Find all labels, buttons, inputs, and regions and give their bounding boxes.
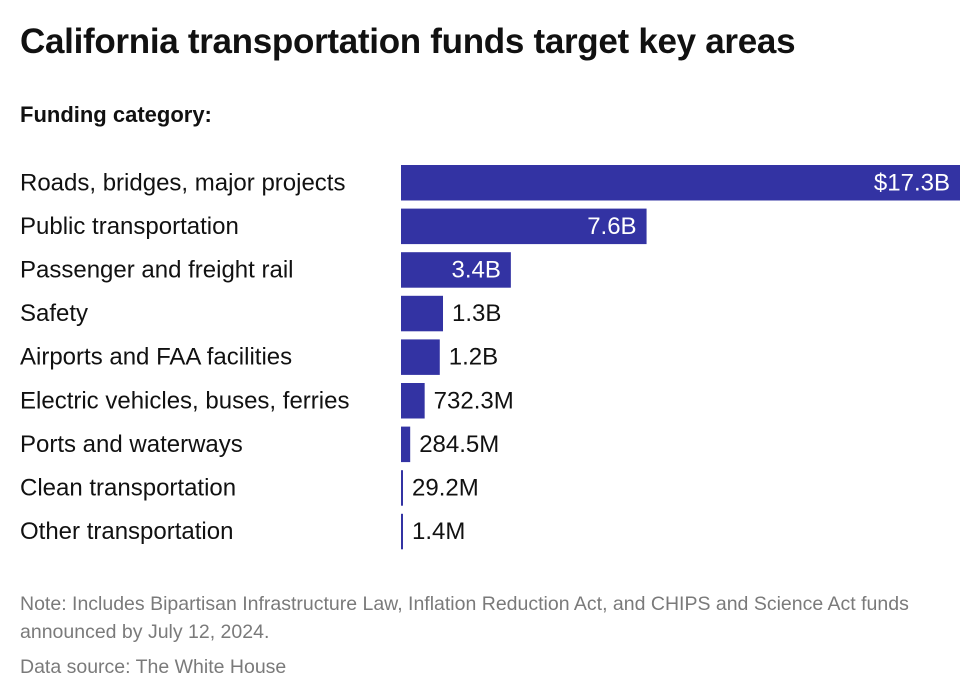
bar-chart: Roads, bridges, major projects $17.3B Publ… — [20, 165, 960, 550]
bar — [401, 470, 403, 506]
bar — [401, 252, 511, 288]
chart-note: Note: Includes Bipartisan Infrastructure… — [20, 593, 909, 643]
data-label: 732.3M — [434, 387, 514, 414]
chart-subtitle: Funding category: — [20, 102, 212, 127]
bar — [401, 339, 440, 375]
data-label: 1.3B — [452, 300, 501, 327]
bar — [401, 426, 411, 463]
bar — [401, 165, 960, 201]
data-label: 29.2M — [412, 474, 479, 501]
category-label: Roads, bridges, major projects — [20, 169, 345, 196]
category-label: Public transportation — [20, 213, 239, 240]
category-label: Electric vehicles, buses, ferries — [20, 387, 349, 414]
category-label: Other transportation — [20, 518, 233, 545]
data-label: 3.4B — [451, 256, 500, 283]
data-label: 284.5M — [419, 431, 499, 458]
data-label: 1.4M — [412, 518, 465, 545]
data-label: 7.6B — [587, 213, 636, 240]
bar — [401, 383, 425, 419]
bar — [401, 513, 403, 550]
category-label: Clean transportation — [20, 474, 236, 501]
category-label: Safety — [20, 300, 88, 327]
data-label: $17.3B — [874, 169, 950, 196]
bar — [401, 295, 444, 332]
category-label: Airports and FAA facilities — [20, 344, 292, 371]
data-source: Data source: The White House — [20, 656, 287, 678]
category-label: Ports and waterways — [20, 431, 243, 458]
bar — [401, 208, 647, 245]
data-label: 1.2B — [449, 344, 498, 371]
chart-title: California transportation funds target k… — [20, 22, 796, 61]
category-label: Passenger and freight rail — [20, 256, 294, 283]
